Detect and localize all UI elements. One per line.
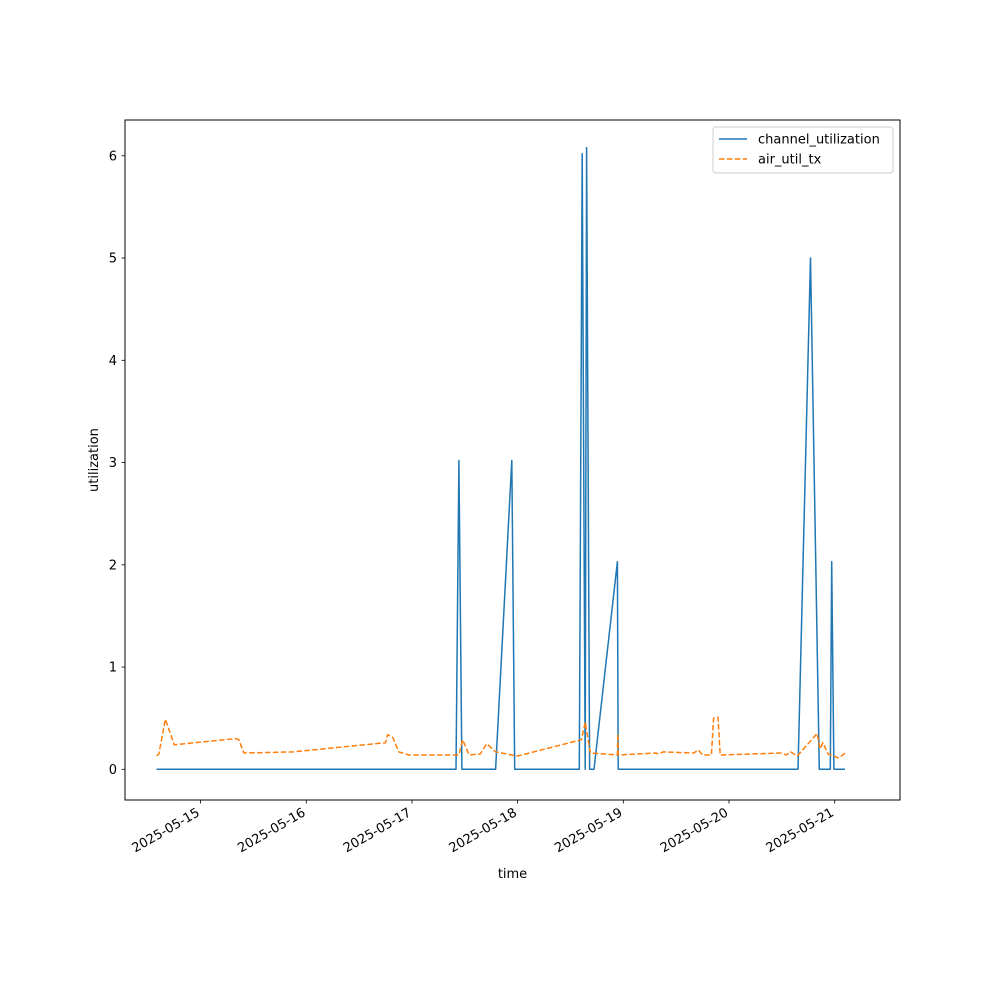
y-tick-label: 1 [109, 661, 117, 676]
y-axis: 0 1 2 3 4 5 6 [109, 149, 125, 778]
legend-label: air_util_tx [758, 153, 822, 168]
y-tick-label: 6 [109, 149, 117, 164]
y-tick-label: 3 [109, 456, 117, 471]
y-tick-label: 4 [109, 354, 117, 369]
legend-box [712, 126, 894, 174]
y-tick-label: 5 [109, 252, 117, 267]
y-axis-label: utilization [87, 428, 102, 492]
series-line-channel_utilization [156, 146, 845, 771]
legend-label: channel_utilization [758, 133, 880, 148]
x-axis-label: time [498, 867, 527, 882]
y-tick-label: 2 [109, 558, 117, 573]
legend: channel_utilization air_util_tx [712, 126, 894, 174]
series-line-air_util_tx [156, 716, 846, 759]
y-tick-label: 0 [109, 763, 117, 778]
plot-frame [124, 119, 901, 801]
series-layer [156, 146, 846, 771]
